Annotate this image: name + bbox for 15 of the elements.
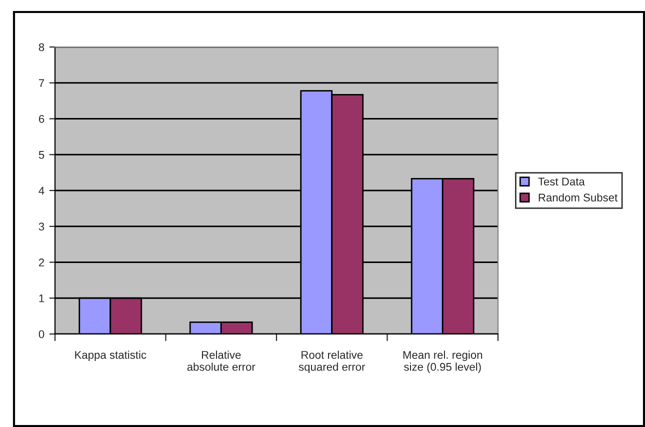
x-tick-label: Relative absolute error: [187, 350, 256, 371]
y-tick-label: 0: [38, 330, 44, 338]
y-tick-label: 7: [38, 79, 44, 87]
y-tick-label: 1: [39, 294, 44, 302]
x-tick-label: Kappa statistic: [75, 350, 146, 362]
y-tick-label: 6: [38, 115, 44, 123]
y-tick-label: 2: [38, 258, 44, 266]
y-tick-label: 5: [38, 151, 44, 159]
legend-label: Test Data: [538, 178, 585, 186]
x-tick-label: Root relative squared error: [298, 350, 366, 373]
legend-label: Random Subset: [538, 193, 618, 202]
x-tick-label: Mean rel. region size (0.95 level): [403, 350, 482, 373]
y-tick-label: 4: [38, 186, 44, 195]
y-tick-label: 8: [38, 43, 44, 52]
y-tick-label: 3: [38, 222, 44, 231]
